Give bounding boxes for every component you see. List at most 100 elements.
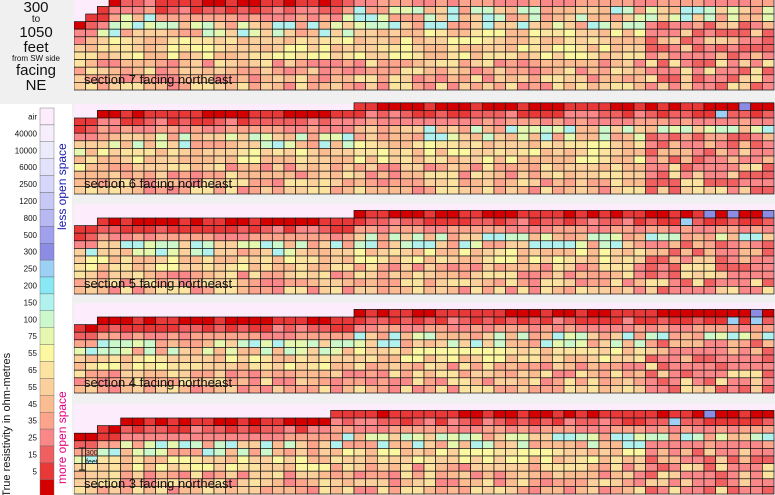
resistivity-cell — [738, 286, 752, 295]
resistivity-cell — [108, 331, 122, 341]
resistivity-cell — [423, 155, 437, 164]
resistivity-cell — [575, 448, 588, 457]
resistivity-cell — [750, 362, 763, 371]
resistivity-cell — [750, 163, 763, 172]
resistivity-cell — [680, 331, 693, 341]
resistivity-cell — [248, 286, 262, 295]
resistivity-cell — [470, 210, 483, 219]
resistivity-cell — [446, 278, 460, 287]
resistivity-cell — [131, 21, 145, 30]
resistivity-cell — [493, 362, 507, 371]
resistivity-cell — [236, 455, 250, 464]
resistivity-cell — [598, 263, 612, 272]
resistivity-cell — [726, 377, 740, 386]
resistivity-cell — [411, 36, 425, 45]
resistivity-cell — [423, 232, 437, 242]
resistivity-cell — [575, 339, 588, 348]
resistivity-cell — [376, 255, 390, 264]
resistivity-cell — [388, 36, 402, 45]
resistivity-cell — [411, 210, 425, 219]
resistivity-cell — [645, 478, 658, 487]
resistivity-cell — [446, 316, 460, 325]
resistivity-cell — [610, 186, 623, 195]
resistivity-cell — [201, 110, 215, 119]
resistivity-cell — [120, 0, 133, 7]
resistivity-cell — [750, 155, 763, 164]
resistivity-cell — [575, 324, 588, 333]
resistivity-cell — [353, 377, 367, 386]
resistivity-cell — [400, 478, 413, 487]
resistivity-cell — [458, 225, 472, 234]
resistivity-cell — [295, 74, 308, 83]
resistivity-cell — [563, 59, 577, 68]
resistivity-cell — [318, 347, 332, 356]
resistivity-cell — [528, 455, 542, 464]
resistivity-cell — [551, 278, 565, 287]
resistivity-cell — [283, 417, 297, 426]
resistivity-cell — [143, 217, 157, 226]
resistivity-cell — [341, 217, 355, 226]
resistivity-cell — [411, 217, 425, 226]
resistivity-cell — [703, 148, 717, 157]
resistivity-cell — [481, 309, 495, 318]
resistivity-cell — [85, 354, 98, 363]
resistivity-cell — [505, 51, 518, 60]
resistivity-cell — [131, 110, 145, 119]
resistivity-cell — [598, 240, 612, 249]
resistivity-cell — [260, 339, 273, 348]
resistivity-cell — [481, 440, 495, 449]
resistivity-cell — [481, 51, 495, 60]
resistivity-cell — [131, 51, 145, 60]
section-panel: section 6 facing northeast — [74, 102, 775, 195]
resistivity-cell — [353, 432, 367, 442]
resistivity-cell — [633, 440, 647, 449]
resistivity-cell — [610, 0, 623, 7]
resistivity-cell — [400, 425, 413, 434]
resistivity-cell — [738, 21, 752, 30]
legend-tick-label: 15 — [28, 450, 37, 459]
resistivity-cell — [236, 74, 250, 83]
resistivity-cell — [330, 425, 343, 434]
resistivity-cell — [481, 148, 495, 157]
resistivity-cell — [423, 217, 437, 226]
resistivity-cell — [225, 463, 238, 472]
resistivity-cell — [260, 132, 273, 142]
resistivity-cell — [703, 155, 717, 164]
resistivity-cell — [201, 232, 215, 242]
resistivity-cell — [563, 331, 577, 341]
resistivity-cell — [575, 263, 588, 272]
resistivity-cell — [680, 51, 693, 60]
section-panel: section 7 facing northeast — [74, 0, 775, 91]
resistivity-cell — [528, 0, 542, 7]
resistivity-cell — [283, 6, 297, 15]
resistivity-cell — [306, 28, 320, 38]
resistivity-cell — [621, 217, 635, 226]
resistivity-cell — [143, 324, 157, 333]
resistivity-cell — [481, 410, 495, 419]
resistivity-cell — [330, 148, 343, 157]
resistivity-cell — [248, 74, 262, 83]
resistivity-cell — [645, 110, 658, 119]
resistivity-cell — [715, 410, 728, 419]
resistivity-cell — [213, 6, 227, 15]
resistivity-cell — [458, 347, 472, 356]
resistivity-cell — [306, 13, 320, 22]
resistivity-cell — [283, 170, 297, 180]
resistivity-cell — [388, 51, 402, 60]
resistivity-cell — [726, 278, 740, 287]
resistivity-cell — [365, 362, 378, 371]
resistivity-cell — [341, 432, 355, 442]
resistivity-cell — [96, 148, 110, 157]
resistivity-cell — [493, 377, 507, 386]
resistivity-cell — [353, 324, 367, 333]
resistivity-cell — [680, 278, 693, 287]
resistivity-cell — [271, 354, 285, 363]
resistivity-cell — [668, 432, 682, 442]
resistivity-cell — [178, 440, 192, 449]
resistivity-cell — [306, 463, 320, 472]
resistivity-cell — [341, 0, 355, 7]
resistivity-cell — [493, 217, 507, 226]
resistivity-cell — [166, 255, 180, 264]
resistivity-cell — [271, 217, 285, 226]
resistivity-cell — [271, 51, 285, 60]
